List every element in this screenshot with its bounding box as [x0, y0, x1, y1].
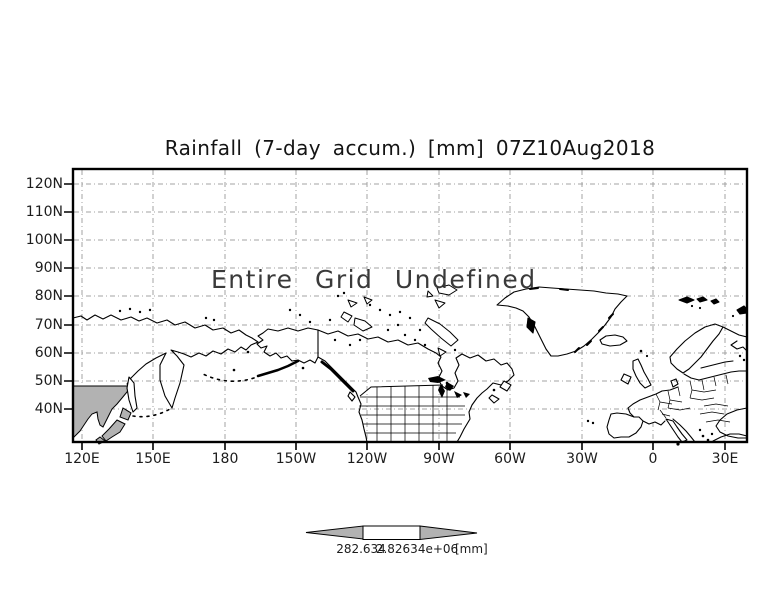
- colorbar-max-label: 2.82634e+06: [375, 542, 459, 556]
- lat-tick-label: 80N: [34, 288, 63, 304]
- lat-tick-label: 120N: [25, 176, 63, 192]
- colorbar-units-label: [mm]: [455, 542, 488, 556]
- lat-tick-label: 50N: [34, 373, 63, 389]
- lon-tick-label: 30E: [711, 451, 739, 467]
- plot-title: Rainfall (7-day accum.) [mm] 07Z10Aug201…: [164, 136, 656, 160]
- lon-tick-label: 150E: [135, 451, 171, 467]
- coastlines: [72, 286, 748, 443]
- lat-tick-label: 60N: [34, 345, 63, 361]
- lon-tick-label: 90W: [423, 451, 455, 467]
- lon-tick-label: 150W: [275, 451, 317, 467]
- lat-tick-label: 40N: [34, 401, 63, 417]
- lat-tick-label: 90N: [34, 260, 63, 276]
- lat-tick-label: 110N: [25, 204, 63, 220]
- lat-tick-label: 100N: [25, 232, 63, 248]
- plot-border: [71, 167, 749, 444]
- colorbar: [305, 525, 478, 541]
- colorbar-box: [362, 525, 421, 540]
- lon-tick-label: 30W: [566, 451, 598, 467]
- colorbar-right-arrow: [419, 525, 478, 541]
- country-borders: [655, 374, 731, 423]
- shaded-region: [72, 385, 132, 445]
- colorbar-min-label: 282.634: [336, 542, 386, 556]
- undefined-grid-message: Entire Grid Undefined: [211, 265, 537, 294]
- lon-tick-label: 120E: [64, 451, 100, 467]
- lon-tick-label: 0: [648, 451, 658, 467]
- lon-tick-label: 60W: [494, 451, 526, 467]
- colorbar-left-arrow: [305, 525, 364, 540]
- lon-tick-label: 180: [211, 451, 239, 467]
- lat-tick-label: 70N: [34, 317, 63, 333]
- lon-tick-label: 120W: [346, 451, 388, 467]
- axis-ticks: [64, 183, 726, 450]
- arctic-islands: [340, 284, 459, 357]
- us-state-borders: [359, 384, 465, 442]
- island-specks: [118, 291, 746, 446]
- great-lakes: [428, 376, 470, 398]
